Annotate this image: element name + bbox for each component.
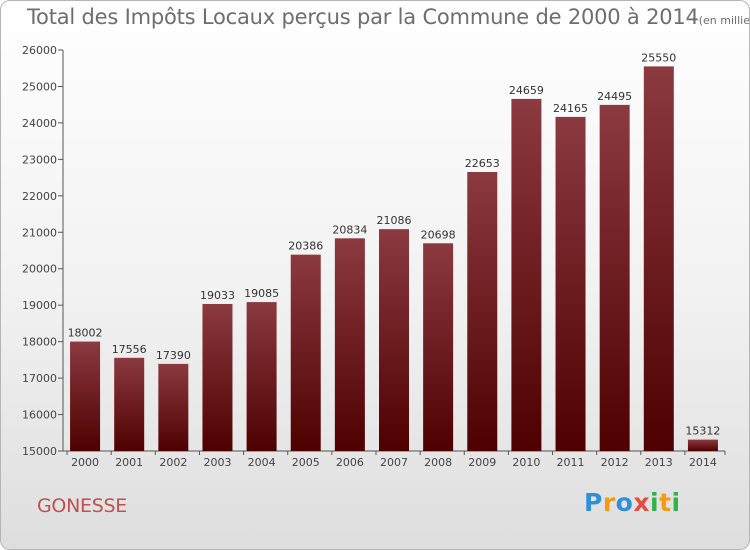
bar-2000 xyxy=(70,341,101,451)
y-tick-label: 20000 xyxy=(22,263,57,276)
bar-2007 xyxy=(379,229,409,451)
logo-letter: t xyxy=(659,488,672,517)
y-tick-label: 25000 xyxy=(22,80,57,93)
logo-letter: x xyxy=(633,488,650,517)
bar-series xyxy=(70,66,718,452)
title-main: Total des Impôts Locaux perçus par la Co… xyxy=(27,5,699,29)
x-tick-label-2005: 2005 xyxy=(292,456,320,469)
data-label-2008: 20698 xyxy=(421,228,456,241)
data-label-2003: 19033 xyxy=(200,289,235,302)
data-label-2005: 20386 xyxy=(288,240,323,253)
x-tick-label-2007: 2007 xyxy=(380,456,408,469)
data-label-2001: 17556 xyxy=(112,343,147,356)
x-tick-label-2001: 2001 xyxy=(115,456,143,469)
data-label-2000: 18002 xyxy=(68,327,103,340)
data-label-2006: 20834 xyxy=(332,223,367,236)
x-tick-label-2012: 2012 xyxy=(601,456,629,469)
bar-2010 xyxy=(511,98,542,451)
logo-letter: P xyxy=(584,488,603,517)
y-tick-label: 21000 xyxy=(22,226,57,239)
x-tick-label-2009: 2009 xyxy=(468,456,496,469)
x-tick-label-2008: 2008 xyxy=(424,456,452,469)
x-tick-label-2014: 2014 xyxy=(689,456,717,469)
y-axis: 15000 16000 17000 18000 19000 20000 21000 22000… xyxy=(22,44,64,458)
y-tick-label: 19000 xyxy=(22,299,57,312)
data-label-2014: 15312 xyxy=(685,425,720,438)
data-label-2010: 24659 xyxy=(509,84,544,97)
x-tick-label-2000: 2000 xyxy=(71,456,99,469)
x-tick-label-2010: 2010 xyxy=(512,456,540,469)
data-labels: 18002 17556 17390 19033 19085 20386 20834 21086… xyxy=(68,51,721,437)
data-label-2007: 21086 xyxy=(377,214,412,227)
y-tick-label: 23000 xyxy=(22,153,57,166)
y-tick-label: 17000 xyxy=(22,372,57,385)
bar-2004 xyxy=(246,302,277,451)
title-unit: (en milliers d'€) xyxy=(698,14,750,27)
x-tick-label-2002: 2002 xyxy=(159,456,187,469)
chart-title: Total des Impôts Locaux perçus par la Co… xyxy=(27,5,750,29)
x-axis: 2000 2001 2002 2003 2004 2005 2006 2007 2008 2009… xyxy=(63,450,726,469)
bar-2008 xyxy=(423,243,454,451)
bar-2012 xyxy=(599,104,630,452)
bar-2009 xyxy=(467,172,498,451)
y-tick-label: 18000 xyxy=(22,336,57,349)
data-label-2012: 24495 xyxy=(597,90,632,103)
bar-chart: 15000 16000 17000 18000 19000 20000 21000 22000… xyxy=(22,44,726,469)
logo-letter: o xyxy=(615,488,634,517)
commune-name: GONESSE xyxy=(37,495,127,517)
data-label-2009: 22653 xyxy=(465,157,500,170)
y-tick-label: 15000 xyxy=(22,445,57,458)
y-tick-label: 16000 xyxy=(22,409,57,422)
bar-2003 xyxy=(202,303,233,451)
x-tick-label-2006: 2006 xyxy=(336,456,364,469)
x-tick-label-2011: 2011 xyxy=(557,456,585,469)
data-label-2002: 17390 xyxy=(156,349,191,362)
bar-2014 xyxy=(687,439,718,451)
x-tick-label-2003: 2003 xyxy=(203,456,231,469)
data-label-2011: 24165 xyxy=(553,102,588,115)
bar-2001 xyxy=(114,357,145,451)
x-tick-label-2004: 2004 xyxy=(248,456,276,469)
y-tick-label: 22000 xyxy=(22,190,57,203)
data-label-2013: 25550 xyxy=(641,51,676,64)
bar-2005 xyxy=(290,254,321,451)
proxiti-logo: Proxiti xyxy=(584,488,681,517)
logo-letter: r xyxy=(602,488,616,517)
bar-2002 xyxy=(158,363,189,451)
logo-letter: i xyxy=(671,488,681,517)
y-tick-label: 26000 xyxy=(22,44,57,57)
bar-2013 xyxy=(643,66,674,452)
y-tick-label: 24000 xyxy=(22,117,57,130)
logo-letter: i xyxy=(650,488,660,517)
x-tick-label-2013: 2013 xyxy=(645,456,673,469)
bar-2011 xyxy=(555,116,586,451)
bar-2006 xyxy=(334,238,365,451)
data-label-2004: 19085 xyxy=(244,287,279,300)
